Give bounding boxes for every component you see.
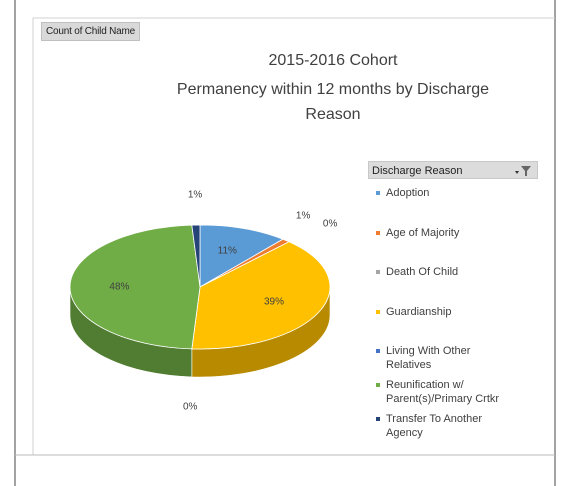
- legend-label: Death Of Child: [386, 266, 459, 278]
- legend-item: Transfer To Another Agency: [376, 412, 504, 440]
- legend-swatch: [376, 349, 380, 353]
- data-label: 48%: [109, 281, 130, 293]
- data-label: 1%: [187, 189, 203, 201]
- data-label: 0%: [182, 401, 198, 413]
- slice: [199, 224, 284, 288]
- legend-swatch: [376, 417, 380, 421]
- legend-item: Death Of Child: [376, 265, 504, 279]
- legend-swatch: [376, 383, 380, 387]
- legend-swatch: [376, 191, 380, 195]
- legend-label: Living With Other Relatives: [386, 345, 471, 371]
- legend-title[interactable]: Discharge Reason: [368, 161, 538, 179]
- legend-item: Living With Other Relatives: [376, 344, 504, 372]
- legend-item: Reunification w/ Parent(s)/Primary Crtkr: [376, 378, 504, 406]
- legend-item: Age of Majority: [376, 226, 504, 240]
- pie: [69, 224, 331, 378]
- legend-label: Transfer To Another Agency: [386, 413, 482, 439]
- data-label: 39%: [263, 296, 284, 308]
- data-label: 1%: [295, 210, 311, 222]
- slice: [191, 241, 331, 350]
- legend-label: Reunification w/ Parent(s)/Primary Crtkr: [386, 379, 500, 405]
- data-label: 0%: [322, 218, 338, 230]
- legend-item: Guardianship: [376, 305, 504, 319]
- legend-swatch: [376, 230, 380, 235]
- slice: [69, 224, 201, 350]
- chart-subtitle: Permanency within 12 months by Discharge…: [176, 81, 490, 123]
- legend-item: Adoption: [376, 186, 504, 200]
- legend-label: Guardianship: [386, 305, 452, 318]
- filter-icon[interactable]: [513, 165, 533, 177]
- legend-title-text: Discharge Reason: [372, 165, 463, 177]
- data-label: 11%: [217, 245, 237, 257]
- legend-label: Age of Majority: [386, 226, 460, 239]
- slice: [191, 224, 201, 288]
- legend-swatch: [376, 270, 380, 274]
- legend-swatch: [376, 309, 380, 314]
- chart-title: 2015-2016 Cohort: [268, 52, 398, 69]
- pivot-field-button[interactable]: Count of Child Name: [41, 22, 141, 41]
- legend-label: Adoption: [386, 187, 430, 199]
